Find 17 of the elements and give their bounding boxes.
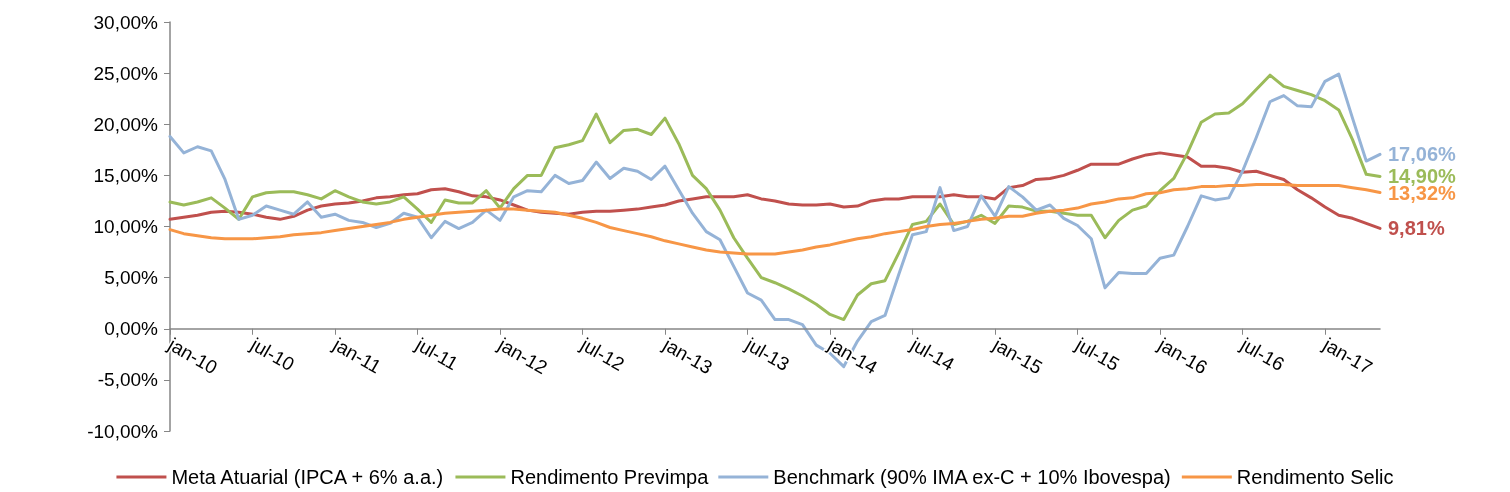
legend-label: Rendimento Selic [1236, 466, 1394, 488]
y-tick-label: 10,00% [93, 216, 159, 237]
legend-label: Meta Atuarial (IPCA + 6% a.a.) [171, 466, 444, 488]
data-label: 17,06% [1388, 143, 1457, 166]
y-tick-label: 25,00% [93, 62, 159, 84]
y-tick-label: 30,00% [93, 11, 159, 33]
y-tick-label: 0,00% [104, 318, 159, 340]
legend-label: Rendimento Previmpa [510, 466, 710, 488]
y-tick-label: 15,00% [93, 164, 159, 186]
line-series [168, 73, 1382, 322]
line-series [168, 183, 1382, 256]
legend-label: Benchmark (90% IMA ex-C + 10% Ibovespa) [773, 466, 1171, 488]
y-tick-label: -5,00% [97, 369, 159, 391]
data-label: 9,81% [1388, 217, 1445, 240]
y-tick-label: 20,00% [93, 113, 159, 135]
y-tick-label: -10,00% [87, 420, 159, 442]
y-tick-label: 5,00% [104, 267, 159, 289]
